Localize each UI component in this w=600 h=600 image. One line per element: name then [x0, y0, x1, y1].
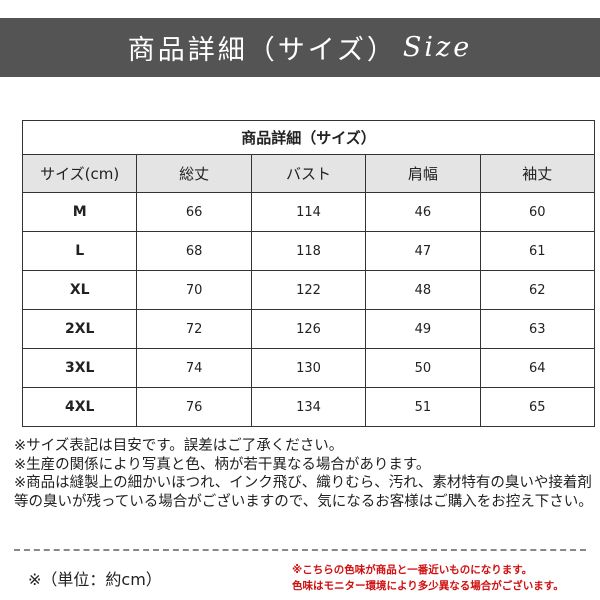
notes: ※サイズ表記は目安です。誤差はご了承ください。 ※生産の関係により写真と色、柄が…	[14, 437, 594, 511]
banner-title: 商品詳細（サイズ）	[127, 35, 397, 66]
table-row: M 66 114 46 60	[21, 192, 596, 232]
table-cell: 134	[250, 387, 367, 427]
size-table: 商品詳細（サイズ） サイズ(cm) 総丈 バスト 肩幅 袖丈 M 66 114 46 60 L 68…	[21, 120, 596, 427]
banner-title-en: Size	[402, 32, 473, 63]
table-cell: 49	[365, 309, 481, 349]
size-label: L	[21, 231, 138, 271]
table-row: 2XL 72 126 49 63	[21, 309, 596, 349]
size-label: 2XL	[21, 309, 138, 349]
note: ※サイズ表記は目安です。誤差はご了承ください。	[14, 438, 344, 454]
table-row: XL 70 122 48 62	[21, 270, 596, 310]
size-label: M	[21, 192, 138, 232]
column-header: 肩幅	[365, 154, 481, 193]
banner: 商品詳細（サイズ） Size	[0, 18, 600, 77]
table-cell: 72	[136, 309, 252, 349]
table-cell: 66	[136, 192, 252, 232]
column-header: 総丈	[136, 154, 252, 193]
table-title: 商品詳細（サイズ）	[22, 120, 595, 155]
table-row: L 68 118 47 61	[21, 231, 596, 271]
table-cell: 130	[250, 348, 367, 388]
table-cell: 122	[250, 270, 367, 310]
note: ※生産の関係により写真と色、柄が若干異なる場合があります。	[14, 456, 431, 473]
color-note: 色味はモニター環境により多少異なる場合がございます。	[292, 580, 564, 592]
table-cell: 61	[479, 231, 596, 271]
table-cell: 118	[250, 231, 367, 271]
table-cell: 126	[250, 309, 367, 349]
table-cell: 114	[250, 192, 367, 232]
color-note: ※こちらの色味が商品と一番近いものになります。	[292, 564, 533, 576]
table-cell: 64	[479, 348, 596, 388]
table-row: 3XL 74 130 50 64	[21, 348, 596, 388]
table-row: 4XL 76 134 51 65	[21, 387, 596, 427]
table-cell: 62	[479, 270, 596, 310]
table-cell: 74	[136, 348, 252, 388]
table-cell: 50	[365, 348, 481, 388]
table-cell: 63	[479, 309, 596, 349]
table-cell: 47	[365, 231, 481, 271]
table-cell: 70	[136, 270, 252, 310]
table-cell: 76	[136, 387, 252, 427]
size-label: XL	[21, 270, 138, 310]
table-cell: 60	[479, 192, 596, 232]
divider	[14, 549, 586, 551]
column-header: サイズ(cm)	[21, 154, 138, 193]
color-notes: ※こちらの色味が商品と一番近いものになります。 色味はモニター環境により多少異な…	[292, 562, 564, 594]
column-header: バスト	[250, 154, 367, 193]
table-cell: 68	[136, 231, 252, 271]
table-cell: 65	[479, 387, 596, 427]
size-label: 3XL	[21, 348, 138, 388]
table-cell: 51	[365, 387, 481, 427]
size-label: 4XL	[21, 387, 138, 427]
note: ※商品は縫製上の細かいほつれ、インク飛び、織りむら、汚れ、素材特有の臭いや接着剤…	[14, 475, 593, 510]
table-cell: 48	[365, 270, 481, 310]
unit-note: ※（単位：約cm）	[28, 570, 162, 589]
column-header: 袖丈	[479, 154, 596, 193]
table-cell: 46	[365, 192, 481, 232]
